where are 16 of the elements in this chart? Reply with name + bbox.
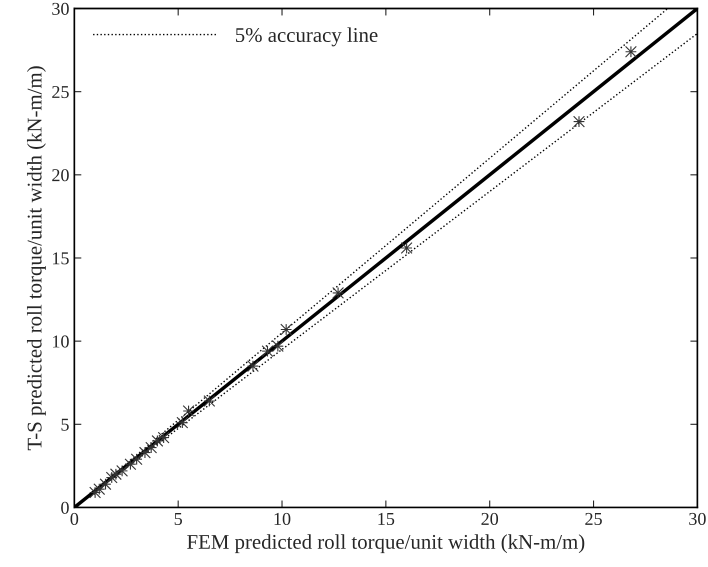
- x-tick-label: 0: [70, 512, 78, 526]
- y-tick-label: 0: [61, 502, 69, 514]
- y-tick-label: 10: [53, 335, 69, 348]
- x-axis-title: FEM predicted roll torque/unit width (kN-m/m): [187, 534, 584, 554]
- y-tick-label: 5: [62, 418, 69, 431]
- x-tick-label: 25: [585, 512, 602, 526]
- x-tick-label: 10: [274, 512, 290, 526]
- y-tick-label: 20: [52, 169, 69, 182]
- x-tick-label: 5: [174, 513, 182, 526]
- x-tick-label: 30: [689, 512, 706, 526]
- x-tick-label: 20: [481, 512, 498, 526]
- y-tick-label: 30: [52, 2, 69, 15]
- y-axis-title: T-S predicted roll torque/unit width (kN-m/m): [26, 66, 46, 450]
- x-tick-label: 15: [378, 512, 394, 526]
- y-tick-label: 15: [53, 252, 69, 264]
- y-tick-label: 25: [52, 86, 69, 98]
